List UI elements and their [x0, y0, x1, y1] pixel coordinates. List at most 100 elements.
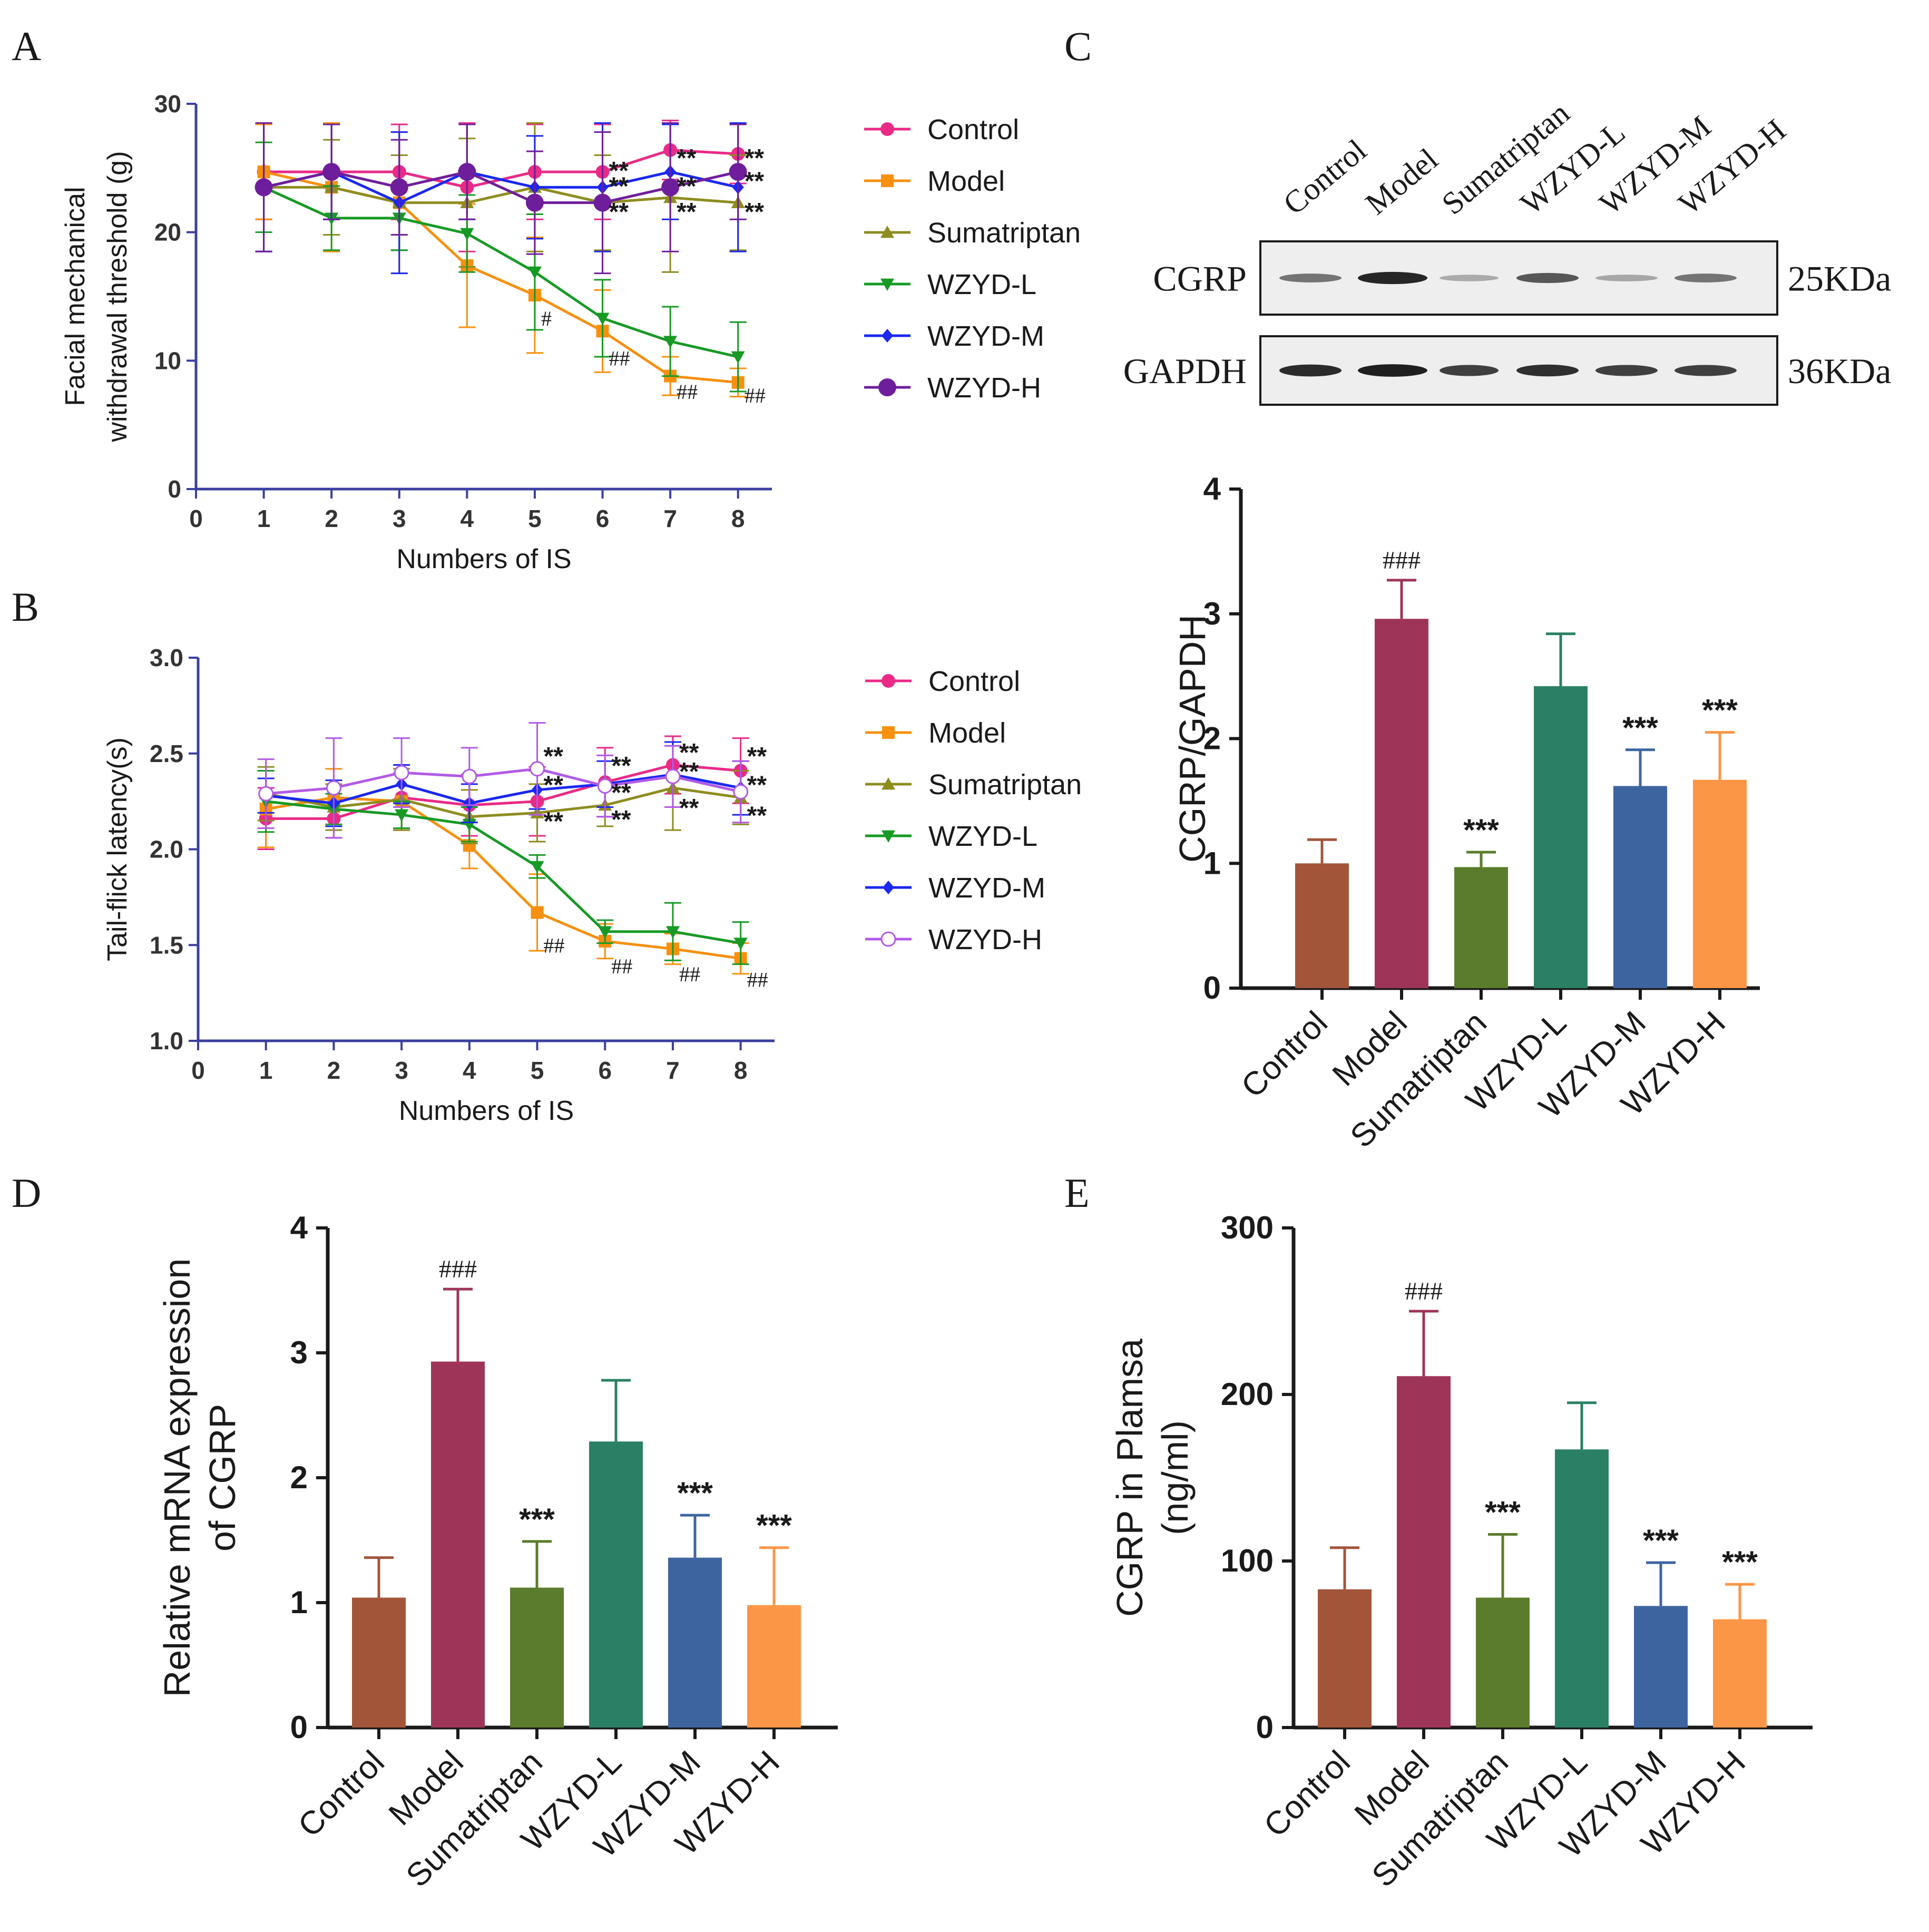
- y-tick-label: 2.5: [150, 740, 183, 767]
- significance-hash: #: [541, 307, 552, 330]
- bar: [1613, 786, 1667, 988]
- x-tick-label: 5: [531, 1057, 544, 1084]
- significance-star: ***: [1702, 694, 1738, 728]
- bar-group-model: [1397, 1310, 1451, 1728]
- legend-label: Model: [927, 165, 1005, 197]
- legend-swatch-marker: [880, 226, 894, 238]
- significance-star: ***: [519, 1502, 555, 1537]
- series-wzyd-h: [257, 722, 749, 839]
- legend-item-model: Model: [864, 165, 1005, 197]
- legend-item-wzyd-m: WZYD-M: [865, 872, 1045, 904]
- y-tick-label: 3: [290, 1335, 308, 1370]
- data-point: [527, 266, 542, 279]
- legend-swatch-marker: [882, 830, 895, 843]
- x-tick-label: 8: [734, 1057, 748, 1084]
- series-line: [263, 186, 738, 204]
- bar-group-control: [352, 1556, 406, 1728]
- significance-star: **: [747, 772, 767, 799]
- y-tick-label: 1.0: [150, 1027, 183, 1055]
- significance-star: **: [747, 743, 767, 770]
- bar-group-control: [1295, 838, 1349, 988]
- significance-star: **: [611, 806, 631, 834]
- legend-item-control: Control: [865, 666, 1020, 697]
- data-point: [598, 926, 612, 939]
- y-tick-label: 4: [1203, 471, 1221, 506]
- y-tick-label: 0: [168, 475, 181, 503]
- x-tick-label: 0: [189, 505, 203, 532]
- bar-group-control: [1318, 1546, 1372, 1728]
- blot-row-cgrp: CGRP 25KDa: [1153, 240, 1891, 316]
- data-point: [665, 768, 681, 784]
- bar-group-wzyd-h: [1713, 1583, 1767, 1728]
- bar: [747, 1605, 801, 1728]
- legend-label: Control: [927, 114, 1019, 145]
- y-tick-label: 4: [290, 1210, 308, 1245]
- significance-hash: ###: [1383, 547, 1421, 574]
- significance-star: ***: [756, 1509, 792, 1543]
- y-tick-label: 0: [290, 1710, 308, 1745]
- significance-star: ***: [677, 1476, 713, 1510]
- legend-swatch-marker: [880, 278, 894, 291]
- legend-swatch-marker: [882, 777, 895, 790]
- data-point: [530, 861, 544, 874]
- bar-group-wzyd-m: [1634, 1561, 1688, 1728]
- significance-star: **: [609, 172, 629, 200]
- legend-label: WZYD-H: [928, 924, 1042, 955]
- blot-band: [1595, 275, 1658, 281]
- significance-star: ***: [1722, 1545, 1758, 1579]
- panel-letter-b: B: [12, 584, 39, 630]
- legend-item-model: Model: [865, 717, 1006, 749]
- data-point: [665, 926, 680, 939]
- significance-star: **: [745, 168, 765, 196]
- significance-star: **: [544, 808, 564, 836]
- data-point: [258, 786, 274, 802]
- series-line: [266, 767, 741, 795]
- series-line: [263, 170, 739, 204]
- y-axis-label: withdrawal threshold (g): [102, 151, 133, 442]
- bar: [668, 1557, 722, 1728]
- data-point: [395, 809, 409, 822]
- legend-label: Sumatriptan: [927, 217, 1081, 249]
- data-point: [593, 193, 612, 212]
- y-tick-label: 100: [1221, 1543, 1274, 1578]
- legend-label: WZYD-M: [927, 320, 1044, 352]
- data-point: [595, 313, 610, 325]
- bar-group-wzyd-m: [668, 1514, 722, 1728]
- y-tick-label: 10: [154, 347, 181, 374]
- data-point: [729, 163, 747, 181]
- x-tick-label: 1: [257, 505, 271, 532]
- y-tick-label: 0: [1203, 970, 1221, 1006]
- legend: Control Model Sumatriptan WZYD-L WZYD-M WZYD-…: [864, 114, 1081, 404]
- data-point: [530, 761, 545, 777]
- legend-label: Control: [928, 666, 1020, 697]
- significance-star: **: [677, 172, 697, 200]
- bar: [1476, 1597, 1530, 1728]
- legend-label: WZYD-H: [927, 372, 1041, 404]
- significance-star: **: [679, 794, 699, 822]
- x-axis-label: Numbers of IS: [399, 1096, 574, 1126]
- series-line: [266, 800, 741, 945]
- legend-swatch-marker: [882, 329, 893, 343]
- bar: [1555, 1449, 1609, 1728]
- series-line: [263, 170, 739, 204]
- legend-label: Sumatriptan: [928, 769, 1082, 801]
- significance-star: **: [611, 779, 631, 807]
- bar: [431, 1361, 485, 1728]
- series-line: [266, 764, 741, 820]
- panel-letter-c: C: [1064, 23, 1092, 69]
- panel-letter-d: D: [12, 1170, 41, 1216]
- legend-item-wzyd-l: WZYD-L: [864, 269, 1036, 300]
- y-tick-label: 1: [1203, 845, 1221, 881]
- significance-star: **: [677, 144, 697, 172]
- blot-protein-label: CGRP: [1153, 259, 1247, 299]
- data-point: [326, 780, 341, 796]
- x-tick-label: 8: [731, 505, 745, 532]
- legend-item-wzyd-h: WZYD-H: [865, 924, 1042, 955]
- blot-band: [1279, 364, 1342, 377]
- y-axis-label: of CGRP: [202, 1404, 243, 1552]
- bar-group-wzyd-m: [1613, 748, 1667, 988]
- legend-item-sumatriptan: Sumatriptan: [865, 769, 1082, 801]
- bar: [1454, 867, 1508, 988]
- y-axis-label: CGRP in Plamsa: [1109, 1339, 1150, 1617]
